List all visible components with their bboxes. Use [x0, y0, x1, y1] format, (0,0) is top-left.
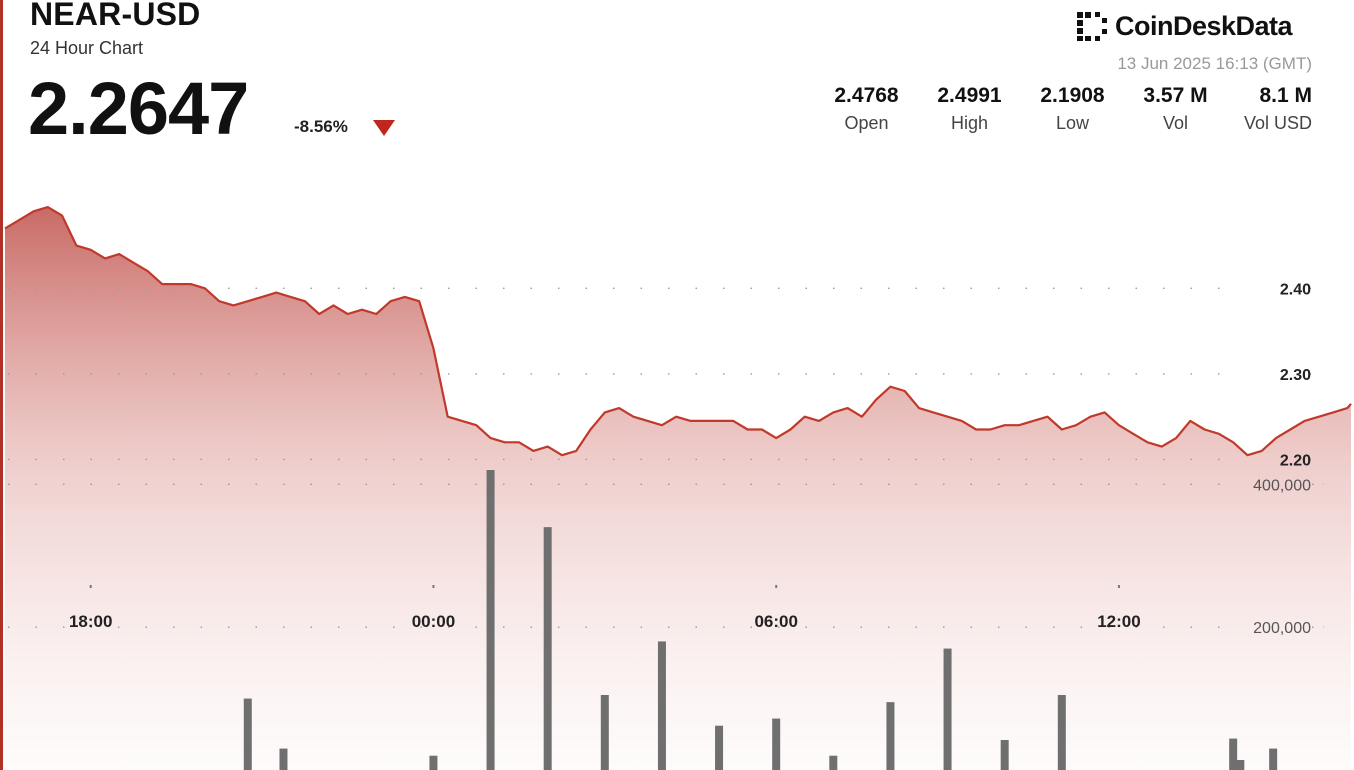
x-tick-label: 18:00	[69, 612, 112, 631]
price-tick-label: 2.40	[1280, 281, 1311, 298]
volume-bar	[279, 748, 288, 770]
x-tick-label: 00:00	[412, 612, 455, 631]
volume-bar	[429, 755, 438, 770]
volume-bar	[886, 702, 895, 770]
down-arrow-icon	[373, 120, 395, 136]
stat-label: High	[950, 113, 989, 133]
stat-low: 2.1908 Low	[1021, 84, 1124, 134]
symbol-title: NEAR-USD	[30, 0, 201, 32]
volume-bar	[1000, 740, 1009, 770]
price-tick-label: 2.20	[1280, 452, 1311, 469]
brand-logo: CoinDeskData	[1075, 8, 1293, 44]
stat-value: 8.1 M	[1259, 84, 1312, 107]
brand-name: CoinDeskData	[1115, 10, 1293, 41]
volume-tick-label: 400,000	[1253, 477, 1311, 494]
x-tick-label: 06:00	[754, 612, 797, 631]
x-tick-label: 12:00	[1097, 612, 1140, 631]
stats-panel: 2.4768 Open 2.4991 High 2.1908 Low 3.57 …	[815, 84, 1312, 134]
axis-labels: 2.40 2.30 2.20 400,000 200,000 18:00 00:00 06:0…	[69, 281, 1311, 637]
volume-bar	[486, 470, 495, 770]
stat-open: 2.4768 Open	[815, 84, 918, 134]
price-tick-label: 2.30	[1280, 367, 1311, 384]
volume-bar	[600, 695, 609, 770]
stat-high: 2.4991 High	[918, 84, 1021, 134]
volume-bar	[829, 755, 838, 770]
volume-bar	[1269, 748, 1278, 770]
volume-bar	[715, 725, 724, 770]
volume-bar	[543, 527, 552, 770]
volume-bar	[772, 718, 781, 770]
stat-label: Vol	[1162, 113, 1189, 133]
stat-value: 2.4768	[834, 84, 899, 107]
coindesk-logo-icon	[1077, 12, 1107, 41]
stat-label: Open	[844, 113, 889, 133]
stat-value: 2.4991	[937, 84, 1002, 107]
left-accent-bar	[0, 0, 3, 770]
stat-value: 3.57 M	[1143, 84, 1208, 107]
volume-bar	[1229, 738, 1238, 770]
volume-tick-label: 200,000	[1253, 620, 1311, 637]
current-price: 2.2647	[28, 67, 249, 150]
timestamp: 13 Jun 2025 16:13 (GMT)	[1117, 54, 1312, 73]
volume-bar	[943, 648, 952, 770]
chart-subtitle: 24 Hour Chart	[30, 38, 144, 58]
price-change: -8.56%	[294, 117, 348, 136]
price-area-fill	[5, 207, 1351, 770]
volume-bar	[243, 698, 252, 770]
stat-vol-usd: 8.1 M Vol USD	[1227, 84, 1312, 134]
volume-bar	[1236, 760, 1245, 770]
stat-label: Low	[1055, 113, 1090, 133]
price-line	[4, 206, 1352, 457]
volume-bar	[657, 641, 666, 770]
volume-bars	[243, 470, 1278, 770]
stat-label: Vol USD	[1243, 113, 1312, 133]
stat-value: 2.1908	[1040, 84, 1105, 107]
volume-bar	[1057, 695, 1066, 770]
stat-vol: 3.57 M Vol	[1124, 84, 1227, 134]
